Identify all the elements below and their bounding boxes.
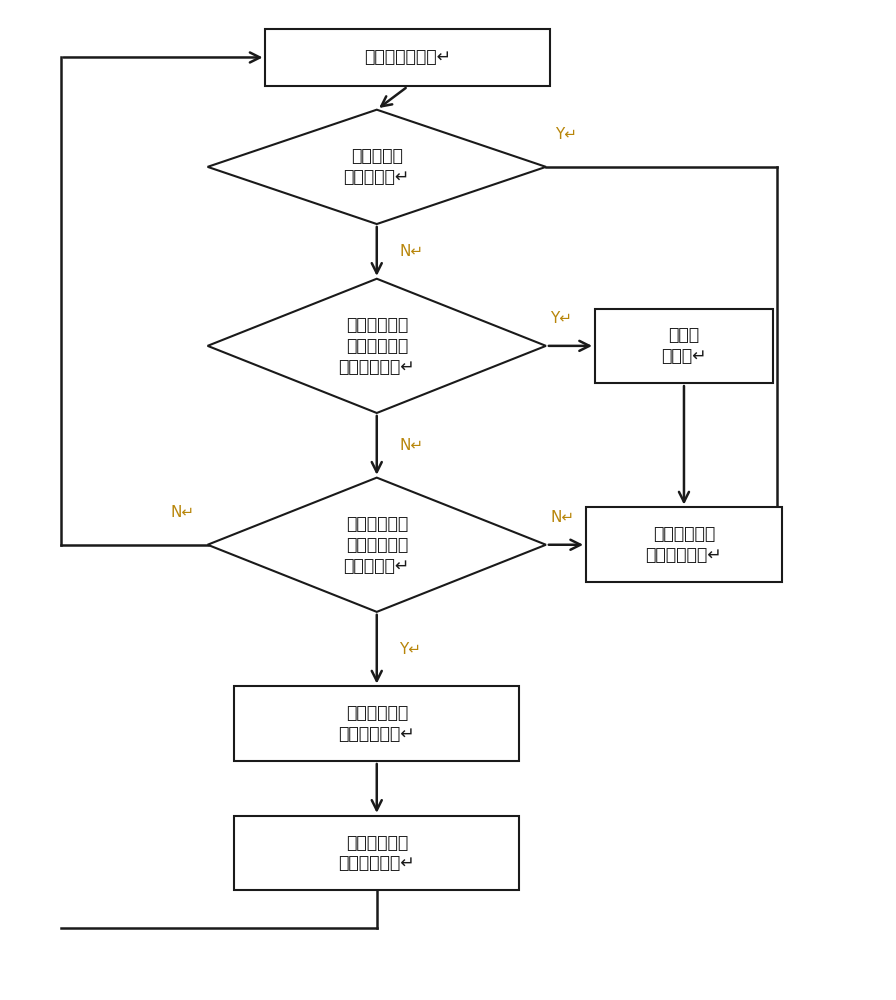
Text: N↵: N↵ bbox=[399, 244, 423, 259]
Text: N↵: N↵ bbox=[399, 438, 423, 453]
Text: 采集各单体电压↵: 采集各单体电压↵ bbox=[365, 48, 452, 66]
Polygon shape bbox=[208, 110, 546, 224]
Text: N↵: N↵ bbox=[550, 510, 574, 525]
Text: N↵: N↵ bbox=[170, 505, 194, 520]
Text: 判断单体最低
电压是否低于
放电终止电压↵: 判断单体最低 电压是否低于 放电终止电压↵ bbox=[339, 316, 415, 376]
Text: Y↵: Y↵ bbox=[550, 311, 573, 326]
Text: 断开所有单体
充电通道电路↵: 断开所有单体 充电通道电路↵ bbox=[646, 525, 722, 564]
FancyBboxPatch shape bbox=[265, 29, 550, 86]
Text: Y↵: Y↵ bbox=[399, 642, 421, 657]
Polygon shape bbox=[208, 279, 546, 413]
Text: 通过电池组向
单体能量转换↵: 通过电池组向 单体能量转换↵ bbox=[339, 834, 415, 872]
Text: 判断电池组有
无最需均衡单
体电池存在↵: 判断电池组有 无最需均衡单 体电池存在↵ bbox=[343, 515, 410, 575]
FancyBboxPatch shape bbox=[234, 686, 520, 761]
Text: 选通电压最低
单体通道电路↵: 选通电压最低 单体通道电路↵ bbox=[339, 704, 415, 743]
Polygon shape bbox=[208, 478, 546, 612]
FancyBboxPatch shape bbox=[586, 507, 782, 582]
Text: 判断放电开
关是否断开↵: 判断放电开 关是否断开↵ bbox=[343, 147, 410, 186]
FancyBboxPatch shape bbox=[595, 309, 773, 383]
Text: Y↵: Y↵ bbox=[555, 127, 577, 142]
Text: 断开放
电开关↵: 断开放 电开关↵ bbox=[661, 326, 707, 365]
FancyBboxPatch shape bbox=[234, 816, 520, 890]
